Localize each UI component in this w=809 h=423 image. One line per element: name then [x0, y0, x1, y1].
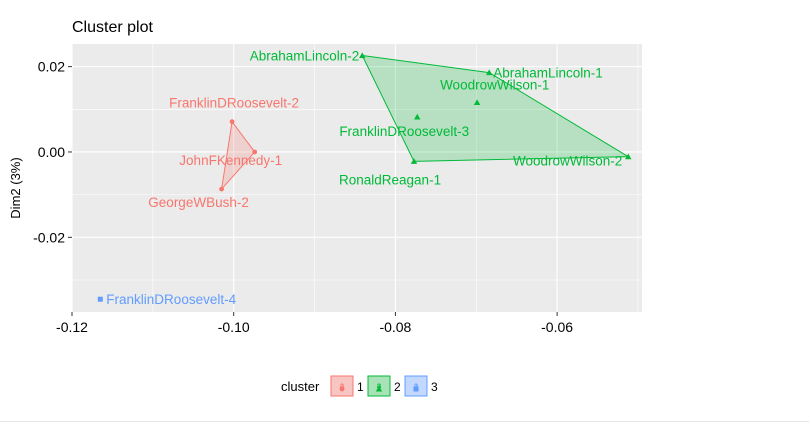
y-axis-label: Dim2 (3%) [8, 157, 23, 218]
y-tick-label: 0.02 [38, 59, 65, 75]
data-point [359, 52, 366, 59]
legend-title: cluster [281, 379, 320, 394]
point-labels: FranklinDRoosevelt-2 JohnFKennedy-1 George… [106, 49, 622, 308]
legend-glyph-2: a [377, 381, 382, 390]
point-label: AbrahamLincoln-2 [250, 49, 360, 64]
data-point [625, 153, 632, 160]
legend: cluster a 1 a 2 a 3 [281, 375, 438, 397]
point-label: FranklinDRoosevelt-3 [339, 124, 469, 139]
legend-label-2: 2 [394, 380, 401, 394]
data-point [473, 99, 481, 106]
data-point [414, 113, 421, 120]
data-point [252, 149, 258, 155]
legend-label-3: 3 [431, 380, 438, 394]
data-point [219, 186, 224, 192]
bottom-divider [0, 421, 809, 422]
data-point [485, 69, 493, 76]
legend-key-1 [330, 375, 354, 397]
point-label: WoodrowWilson-1 [440, 77, 549, 92]
legend-glyph-1: a [340, 381, 345, 390]
data-point [229, 119, 235, 125]
legend-key-3 [404, 375, 428, 397]
legend-marker-3 [413, 386, 419, 392]
y-tick-label: 0.00 [38, 144, 65, 160]
point-label: AbrahamLincoln-1 [493, 66, 603, 81]
axes: -0.12 -0.10 -0.08 -0.06 0.02 0.00 -0.02 [33, 59, 573, 335]
y-tick-label: -0.02 [33, 229, 65, 245]
cluster-hulls [220, 54, 630, 191]
point-label: FranklinDRoosevelt-2 [169, 96, 299, 111]
data-point [410, 158, 418, 164]
data-point [97, 296, 103, 302]
x-tick-label: -0.12 [56, 319, 88, 335]
x-tick-label: -0.06 [541, 319, 573, 335]
point-label: JohnFKennedy-1 [179, 153, 282, 168]
legend-label-1: 1 [357, 380, 364, 394]
plot-panel [72, 44, 642, 312]
x-tick-label: -0.10 [218, 319, 250, 335]
x-tick-label: -0.08 [379, 319, 411, 335]
legend-marker-1 [339, 386, 345, 392]
point-label: GeorgeWBush-2 [148, 195, 249, 210]
point-label: RonaldReagan-1 [339, 172, 441, 187]
grid-lines [71, 44, 642, 312]
data-points [97, 52, 632, 302]
legend-marker-2 [375, 385, 383, 392]
legend-glyph-3: a [414, 381, 419, 390]
cluster-1-hull [220, 120, 256, 191]
chart-title: Cluster plot [72, 19, 153, 36]
point-label: FranklinDRoosevelt-4 [106, 292, 236, 307]
point-label: WoodrowWilson-2 [513, 154, 622, 169]
